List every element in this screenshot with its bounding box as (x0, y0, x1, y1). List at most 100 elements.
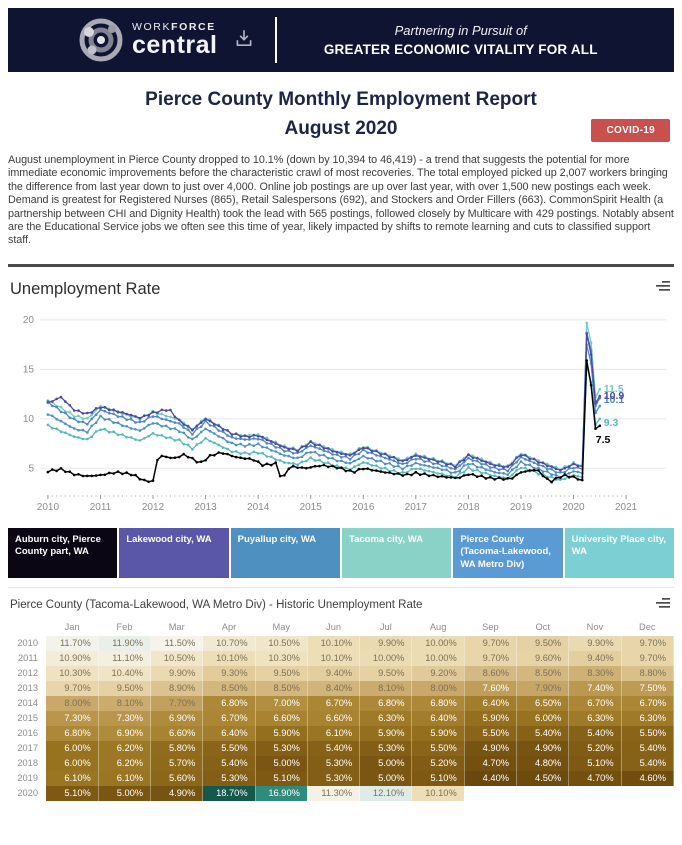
heatmap-cell: 9.70% (621, 650, 675, 666)
heatmap-cell: 8.80% (621, 665, 675, 681)
workforce-central-logo: WORKFORCE central (78, 17, 278, 63)
heatmap-cell-empty (621, 785, 675, 801)
heatmap-cell: 6.60% (255, 710, 308, 726)
heatmap-cell: 7.40% (568, 680, 622, 696)
heatmap-header-row: Jan Feb Mar Apr May Jun Jul Aug Sep Oct Nov Dec (8, 620, 674, 636)
heatmap-cell: 5.30% (202, 770, 256, 786)
heatmap-cell: 11.10% (98, 650, 152, 666)
heatmap-cell: 6.80% (359, 695, 413, 711)
legend-item[interactable]: Puyallup city, WA (230, 527, 340, 578)
heatmap-row: 2014 8.00% 8.10% 7.70% 6.80% 7.00% 6.70% 6.80% 6… (8, 695, 675, 711)
heatmap-cell: 5.50% (621, 725, 675, 741)
brand-wordmark: WORKFORCE central (132, 22, 217, 59)
heatmap-cell: 5.90% (464, 710, 518, 726)
heatmap-cell: 6.20% (98, 755, 152, 771)
svg-text:2015: 2015 (300, 502, 323, 513)
heatmap-cell: 6.10% (307, 725, 361, 741)
heatmap-cell: 10.30% (255, 650, 308, 666)
svg-text:2016: 2016 (352, 502, 375, 513)
chart-legend: Auburn city, Pierce County part, WA Lakew… (8, 527, 674, 578)
heatmap-cell: 9.30% (202, 665, 256, 681)
heatmap-cell: 6.30% (621, 710, 675, 726)
heatmap-cell: 9.70% (46, 680, 99, 696)
year-label: 2016 (8, 725, 46, 741)
table-menu-icon[interactable] (652, 592, 674, 618)
year-label: 2018 (8, 755, 46, 771)
heatmap-cell: 4.40% (464, 770, 518, 786)
month-header: Apr (221, 621, 237, 632)
heatmap-cell: 5.40% (307, 740, 361, 756)
heatmap-cell: 10.30% (46, 665, 99, 681)
heatmap-cell: 9.70% (621, 635, 675, 651)
svg-text:7.5: 7.5 (596, 433, 611, 445)
heatmap-cell: 5.40% (202, 755, 256, 771)
table-title: Pierce County (Tacoma-Lakewood, WA Metro… (10, 599, 423, 612)
svg-text:2014: 2014 (247, 502, 270, 513)
heatmap-cell: 10.50% (255, 635, 308, 651)
heatmap-cell: 8.10% (359, 680, 413, 696)
heatmap-cell: 9.70% (464, 635, 518, 651)
heatmap-row: 2020 5.10% 5.00% 4.90% 18.70% 16.90% 11.30% 12.… (8, 785, 675, 801)
heatmap-cell: 8.50% (202, 680, 256, 696)
legend-item[interactable]: Tacoma city, WA (341, 527, 452, 578)
chart-menu-icon[interactable] (652, 275, 674, 301)
heatmap-cell: 9.20% (411, 665, 465, 681)
tagline-line1: Partnering in Pursuit of (394, 23, 527, 38)
heatmap-cell: 7.00% (255, 695, 308, 711)
svg-text:2012: 2012 (142, 502, 165, 513)
heatmap-cell-empty (464, 785, 518, 801)
section-divider (8, 263, 674, 267)
heatmap-cell: 6.00% (516, 710, 570, 726)
heatmap-cell: 5.50% (464, 725, 518, 741)
heatmap-cell: 11.50% (150, 635, 204, 651)
heatmap-cell: 8.10% (98, 695, 152, 711)
legend-item[interactable]: Pierce County (Tacoma-Lakewood, WA Metro… (453, 527, 563, 578)
month-header: Jun (326, 621, 342, 632)
month-header: Mar (168, 621, 185, 632)
heatmap-cell: 6.90% (98, 725, 152, 741)
svg-text:10.9: 10.9 (604, 390, 625, 402)
svg-text:2020: 2020 (562, 502, 585, 513)
year-label: 2011 (8, 650, 46, 666)
heatmap-cell: 11.30% (307, 785, 361, 801)
year-label: 2020 (8, 785, 46, 801)
heatmap-cell: 8.30% (568, 665, 622, 681)
brand-central: central (132, 31, 218, 60)
heatmap-cell: 4.70% (464, 755, 518, 771)
page-title-line1: Pierce County Monthly Employment Report (145, 89, 537, 110)
heatmap-cell: 6.60% (150, 725, 204, 741)
heatmap-cell: 10.10% (411, 785, 465, 801)
covid-badge[interactable]: COVID-19 (591, 119, 670, 142)
heatmap-cell: 6.80% (411, 695, 465, 711)
legend-item[interactable]: Lakewood city, WA (119, 527, 229, 578)
heatmap-cell: 10.10% (202, 650, 256, 666)
month-header: Jul (379, 621, 392, 632)
heatmap-cell: 18.70% (202, 785, 256, 801)
chart-title: Unemployment Rate (10, 279, 161, 298)
heatmap-cell: 6.70% (307, 695, 361, 711)
heatmap-cell: 5.00% (359, 770, 413, 786)
heatmap-cell: 10.50% (150, 650, 204, 666)
heatmap-cell: 5.40% (516, 725, 570, 741)
report-page: WORKFORCE central Partnering in Pursuit … (8, 8, 675, 801)
heatmap-cell: 5.50% (202, 740, 256, 756)
download-icon[interactable] (233, 27, 255, 54)
legend-item[interactable]: Auburn city, Pierce County part, WA (8, 527, 118, 578)
heatmap-cell-empty (516, 785, 570, 801)
heatmap-cell: 7.70% (150, 695, 204, 711)
heatmap-cell: 5.00% (255, 755, 308, 771)
heatmap-cell: 7.60% (464, 680, 518, 696)
header-tagline: Partnering in Pursuit of GREATER ECONOMI… (277, 23, 674, 57)
title-block: Pierce County Monthly Employment Report … (8, 72, 674, 145)
svg-text:2019: 2019 (510, 502, 533, 513)
heatmap-cell: 5.40% (621, 755, 675, 771)
heatmap-cell: 9.50% (255, 665, 308, 681)
heatmap-cell: 6.70% (568, 695, 622, 711)
heatmap-cell: 6.70% (202, 710, 256, 726)
svg-text:15: 15 (23, 364, 35, 375)
month-header: Feb (116, 621, 133, 632)
legend-item[interactable]: University Place city, WA (564, 527, 674, 578)
svg-text:9.3: 9.3 (604, 416, 619, 428)
heatmap-cell: 12.10% (359, 785, 413, 801)
heatmap-cell: 4.50% (516, 770, 570, 786)
